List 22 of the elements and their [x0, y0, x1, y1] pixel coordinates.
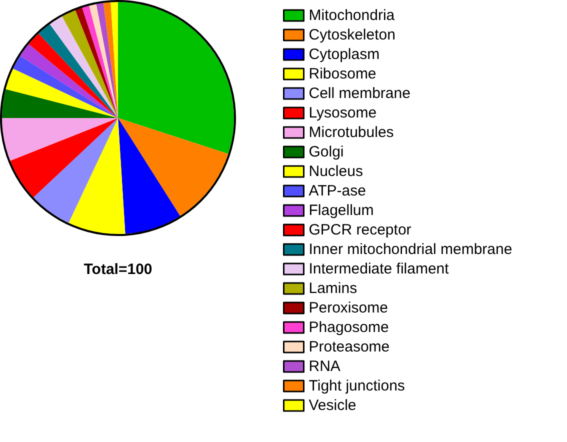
- legend-label: Vesicle: [308, 397, 356, 414]
- legend-label: RNA: [308, 358, 340, 375]
- legend-label: Mitochondria: [308, 7, 396, 24]
- legend-label: Peroxisome: [308, 300, 388, 316]
- legend-label: Phagosome: [308, 319, 389, 336]
- legend-label: Tight junctions: [308, 378, 405, 394]
- legend-label: Microtubules: [308, 124, 394, 141]
- legend-label: Nucleus: [308, 163, 363, 180]
- legend-label: Ribosome: [308, 66, 376, 82]
- legend-label: Flagellum: [308, 202, 374, 219]
- legend-label: Cytoskeleton: [308, 26, 396, 44]
- legend-label: Inner mitochondrial membrane: [308, 241, 512, 258]
- legend-label: Cytoplasm: [308, 46, 380, 63]
- legend-label: Lamins: [308, 280, 358, 297]
- text: Total=100: [84, 261, 152, 278]
- legend-label: Intermediate filament: [308, 260, 450, 278]
- legend-label: Proteasome: [308, 338, 390, 356]
- legend-label: GPCR receptor: [308, 222, 412, 238]
- legend-label: Lysosome: [308, 104, 377, 122]
- legend-label: Golgi: [308, 144, 344, 160]
- legend-label: ATP-ase: [308, 182, 366, 200]
- legend-label: Cell membrane: [308, 85, 410, 102]
